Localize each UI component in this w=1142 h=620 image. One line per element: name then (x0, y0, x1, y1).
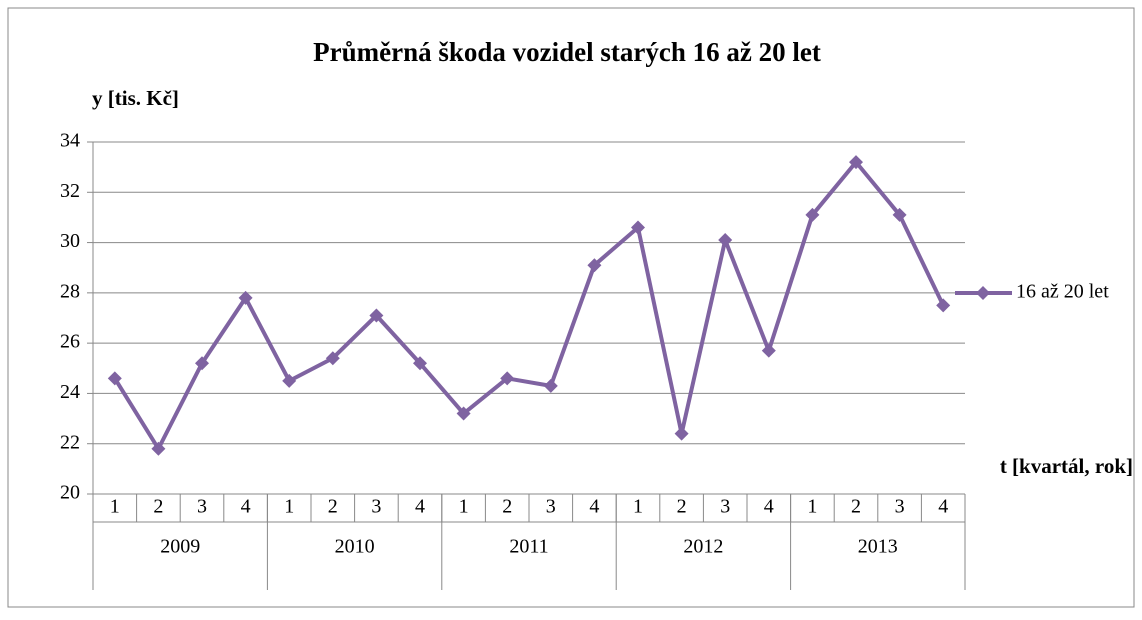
x-tick-label: 4 (938, 496, 948, 518)
legend-marker (976, 286, 990, 300)
data-point (238, 290, 253, 305)
data-point (151, 441, 166, 456)
data-point (761, 343, 776, 358)
data-point (936, 298, 951, 313)
x-tick-label: 4 (589, 496, 599, 518)
data-point (369, 308, 384, 323)
x-tick-label: 2 (153, 496, 163, 518)
x-tick-label: 1 (459, 496, 469, 518)
x-tick-label: 1 (633, 496, 643, 518)
x-tick-label: 3 (371, 496, 381, 518)
year-label: 2012 (683, 536, 723, 558)
x-tick-label: 3 (546, 496, 556, 518)
x-tick-label: 2 (502, 496, 512, 518)
y-axis-label: y [tis. Kč] (92, 86, 179, 110)
year-label: 2010 (335, 536, 375, 558)
x-tick-label: 4 (241, 496, 251, 518)
data-point (500, 371, 515, 386)
x-tick-label: 4 (415, 496, 425, 518)
x-tick-label: 3 (197, 496, 207, 518)
data-point (107, 371, 122, 386)
x-tick-label: 3 (720, 496, 730, 518)
x-tick-label: 1 (807, 496, 817, 518)
year-label: 2013 (858, 536, 898, 558)
y-tick-label: 22 (60, 431, 80, 453)
data-point (282, 373, 297, 388)
legend-label: 16 až 20 let (1016, 281, 1109, 303)
data-point (413, 356, 427, 371)
x-tick-label: 2 (851, 496, 861, 518)
x-tick-label: 2 (677, 496, 687, 518)
year-label: 2011 (509, 536, 548, 558)
x-axis-label: t [kvartál, rok] (1000, 454, 1133, 478)
data-point (892, 207, 907, 222)
y-tick-label: 28 (60, 280, 80, 302)
data-point (849, 155, 863, 170)
x-tick-label: 1 (284, 496, 294, 518)
y-tick-label: 30 (60, 230, 80, 252)
y-tick-label: 34 (60, 130, 80, 152)
y-tick-label: 20 (60, 482, 80, 504)
data-line (113, 160, 946, 451)
x-tick-label: 2 (328, 496, 338, 518)
data-point (456, 406, 471, 421)
y-tick-label: 26 (60, 331, 80, 353)
x-tick-label: 3 (895, 496, 905, 518)
data-point (325, 351, 340, 366)
y-tick-label: 24 (60, 381, 80, 403)
data-point (674, 426, 689, 441)
y-tick-label: 32 (60, 180, 80, 202)
data-point (631, 220, 645, 235)
data-point (718, 233, 733, 248)
data-point (543, 378, 558, 393)
chart-title: Průměrná škoda vozidel starých 16 až 20 … (313, 37, 821, 67)
year-label: 2009 (160, 536, 200, 558)
data-point (195, 356, 209, 371)
x-tick-label: 4 (764, 496, 774, 518)
x-tick-label: 1 (110, 496, 120, 518)
data-point (805, 207, 820, 222)
data-point (587, 258, 602, 273)
